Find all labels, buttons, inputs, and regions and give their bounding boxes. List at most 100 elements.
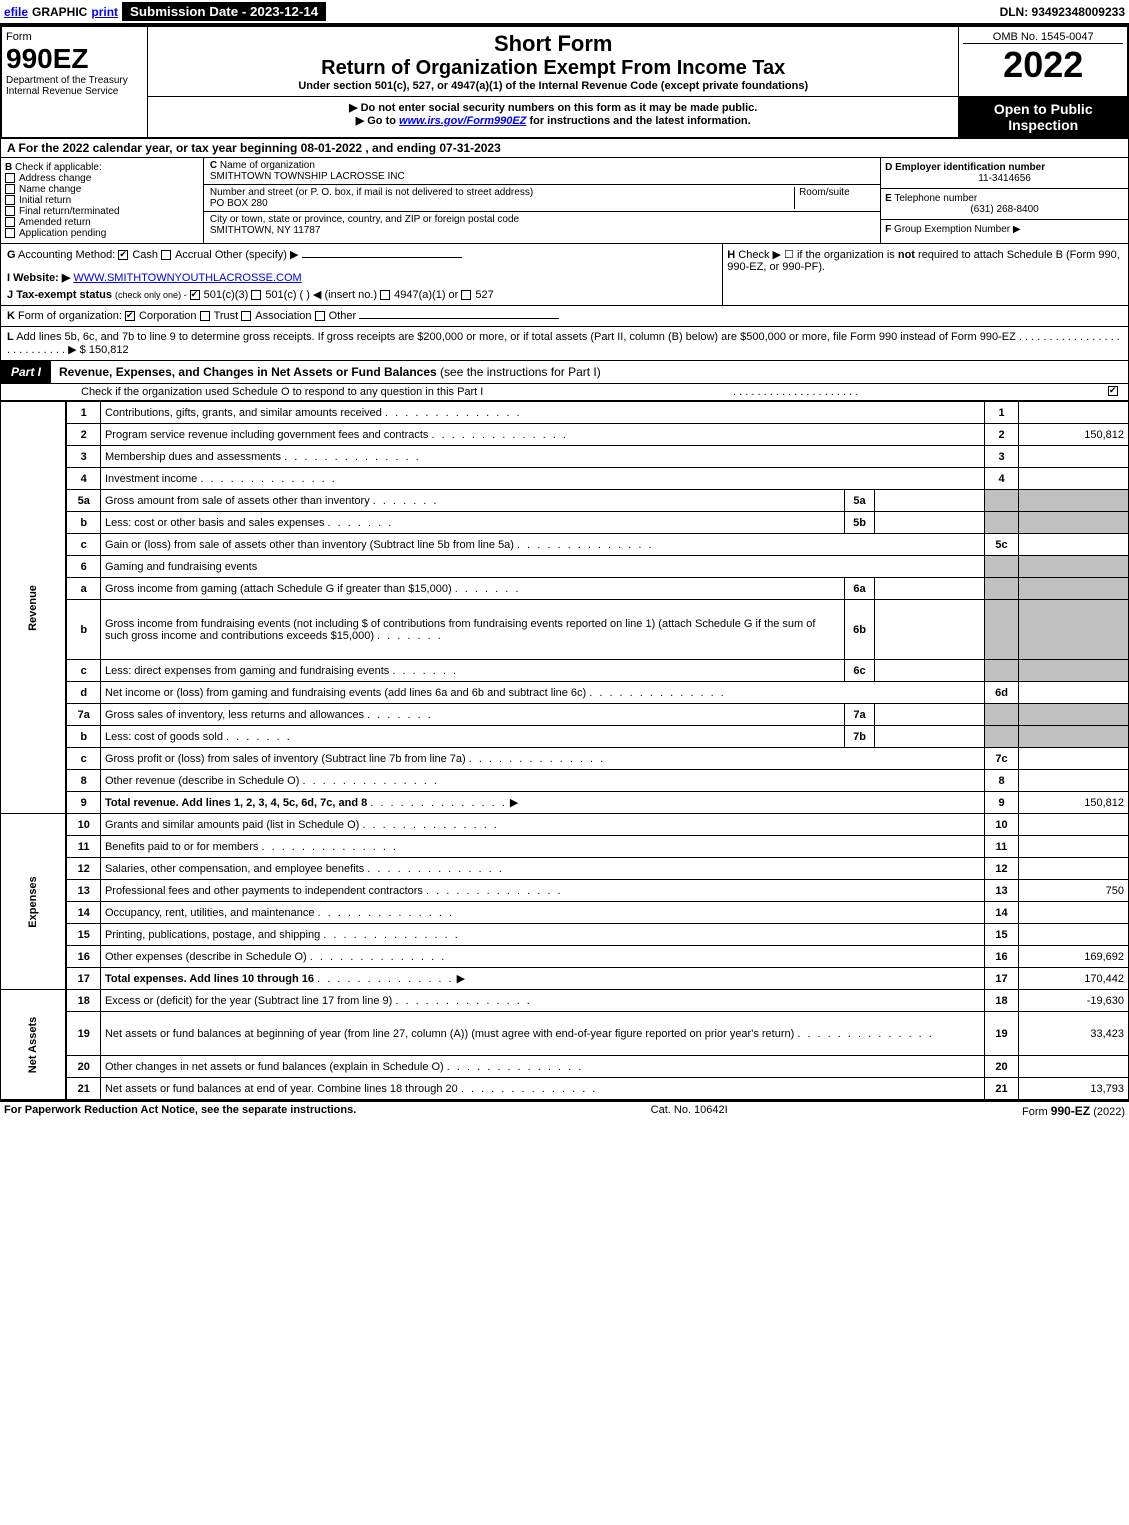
sub-line-value xyxy=(875,726,985,748)
line-description: Gross income from fundraising events (no… xyxy=(100,600,844,660)
arrow-icon: ▶ xyxy=(1013,224,1021,235)
checkbox-schedule-o[interactable] xyxy=(1108,386,1118,396)
line-ref-number: 5c xyxy=(985,534,1019,556)
other-specify-input[interactable] xyxy=(302,257,462,258)
topbar: efile GRAPHIC print Submission Date - 20… xyxy=(0,0,1129,25)
check-if-label: Check if applicable: xyxy=(15,162,102,173)
section-side-label: Net Assets xyxy=(1,990,67,1100)
checkbox-501c[interactable] xyxy=(251,290,261,300)
association-label: Association xyxy=(255,310,311,322)
line-description: Other changes in net assets or fund bala… xyxy=(100,1056,984,1078)
line-ref-gray xyxy=(985,600,1019,660)
table-row: 20Other changes in net assets or fund ba… xyxy=(1,1056,1129,1078)
line-ref-number: 9 xyxy=(985,792,1019,814)
ein-label: Employer identification number xyxy=(895,162,1045,173)
section-g-h: G Accounting Method: Cash Accrual Other … xyxy=(0,244,1129,306)
line-number: 19 xyxy=(66,1012,100,1056)
print-link[interactable]: print xyxy=(91,5,118,19)
line-ref-gray xyxy=(985,660,1019,682)
checkbox-trust[interactable] xyxy=(200,311,210,321)
city-value: SMITHTOWN, NY 11787 xyxy=(210,225,321,236)
sub-line-label: 6a xyxy=(845,578,875,600)
h-text-1: Check ▶ ☐ if the organization is xyxy=(738,249,898,261)
checkbox-application-pending[interactable] xyxy=(5,228,15,238)
table-row: cGain or (loss) from sale of assets othe… xyxy=(1,534,1129,556)
line-description: Less: cost or other basis and sales expe… xyxy=(100,512,844,534)
line-number: 14 xyxy=(66,902,100,924)
sub-line-label: 5b xyxy=(845,512,875,534)
table-row: 12Salaries, other compensation, and empl… xyxy=(1,858,1129,880)
short-form-title: Short Form xyxy=(152,31,954,57)
table-row: 19Net assets or fund balances at beginni… xyxy=(1,1012,1129,1056)
line-number: 20 xyxy=(66,1056,100,1078)
line-value xyxy=(1019,814,1129,836)
line-description: Other expenses (describe in Schedule O) … xyxy=(100,946,984,968)
tax-year: 2022 xyxy=(963,44,1123,86)
sub-line-value xyxy=(875,512,985,534)
website-label: Website: ▶ xyxy=(13,272,70,284)
accounting-method-label: Accounting Method: xyxy=(18,249,115,261)
line-value xyxy=(1019,446,1129,468)
line-description: Printing, publications, postage, and shi… xyxy=(100,924,984,946)
section-g-label: G xyxy=(7,249,16,261)
checkbox-527[interactable] xyxy=(461,290,471,300)
line-description: Professional fees and other payments to … xyxy=(100,880,984,902)
tel-value: (631) 268-8400 xyxy=(885,204,1124,215)
line-description: Contributions, gifts, grants, and simila… xyxy=(100,402,984,424)
checkbox-name-change[interactable] xyxy=(5,184,15,194)
line-number: a xyxy=(66,578,100,600)
line-number: 3 xyxy=(66,446,100,468)
section-l: L Add lines 5b, 6c, and 7b to line 9 to … xyxy=(0,327,1129,361)
line-number: 4 xyxy=(66,468,100,490)
checkbox-final-return[interactable] xyxy=(5,206,15,216)
irs-link[interactable]: www.irs.gov/Form990EZ xyxy=(399,115,526,127)
line-description: Less: direct expenses from gaming and fu… xyxy=(100,660,844,682)
line-value-gray xyxy=(1019,704,1129,726)
line-value xyxy=(1019,924,1129,946)
row-a-tax-year: A For the 2022 calendar year, or tax yea… xyxy=(0,139,1129,158)
website-link[interactable]: WWW.SMITHTOWNYOUTHLACROSSE.COM xyxy=(73,272,301,284)
part-1-title: Revenue, Expenses, and Changes in Net As… xyxy=(59,365,437,379)
checkbox-501c3[interactable] xyxy=(190,290,200,300)
line-value: -19,630 xyxy=(1019,990,1129,1012)
line-value xyxy=(1019,1056,1129,1078)
table-row: aGross income from gaming (attach Schedu… xyxy=(1,578,1129,600)
line-description: Benefits paid to or for members . . . . … xyxy=(100,836,984,858)
arrow-icon: ▶ xyxy=(68,344,76,356)
checkbox-initial-return[interactable] xyxy=(5,195,15,205)
checkbox-cash[interactable] xyxy=(118,250,128,260)
line-number: 5a xyxy=(66,490,100,512)
part-1-header: Part I Revenue, Expenses, and Changes in… xyxy=(0,361,1129,384)
table-row: Expenses10Grants and similar amounts pai… xyxy=(1,814,1129,836)
tax-exempt-note: (check only one) - xyxy=(115,290,187,300)
line-ref-number: 14 xyxy=(985,902,1019,924)
table-row: 2Program service revenue including gover… xyxy=(1,424,1129,446)
line-description: Total expenses. Add lines 10 through 16 … xyxy=(100,968,984,990)
checkbox-association[interactable] xyxy=(241,311,251,321)
checkbox-corporation[interactable] xyxy=(125,311,135,321)
line-value-gray xyxy=(1019,578,1129,600)
line-description: Total revenue. Add lines 1, 2, 3, 4, 5c,… xyxy=(100,792,984,814)
revenue-table: Revenue1Contributions, gifts, grants, an… xyxy=(0,401,1129,1100)
ssn-warning: ▶ Do not enter social security numbers o… xyxy=(152,101,954,114)
line-number: c xyxy=(66,660,100,682)
line-number: b xyxy=(66,512,100,534)
checkbox-address-change[interactable] xyxy=(5,173,15,183)
form-word: Form xyxy=(6,31,143,43)
page-footer: For Paperwork Reduction Act Notice, see … xyxy=(0,1100,1129,1120)
checkbox-other-org[interactable] xyxy=(315,311,325,321)
checkbox-4947[interactable] xyxy=(380,290,390,300)
line-description: Program service revenue including govern… xyxy=(100,424,984,446)
checkbox-accrual[interactable] xyxy=(161,250,171,260)
line-description: Membership dues and assessments . . . . … xyxy=(100,446,984,468)
line-number: 18 xyxy=(66,990,100,1012)
checkbox-amended-return[interactable] xyxy=(5,217,15,227)
line-description: Gross income from gaming (attach Schedul… xyxy=(100,578,844,600)
other-org-input[interactable] xyxy=(359,318,559,319)
graphic-label: GRAPHIC xyxy=(32,5,87,19)
line-value-gray xyxy=(1019,556,1129,578)
form-number: 990EZ xyxy=(6,43,143,75)
submission-date-button[interactable]: Submission Date - 2023-12-14 xyxy=(122,2,326,21)
efile-link[interactable]: efile xyxy=(4,5,28,19)
line-description: Grants and similar amounts paid (list in… xyxy=(100,814,984,836)
